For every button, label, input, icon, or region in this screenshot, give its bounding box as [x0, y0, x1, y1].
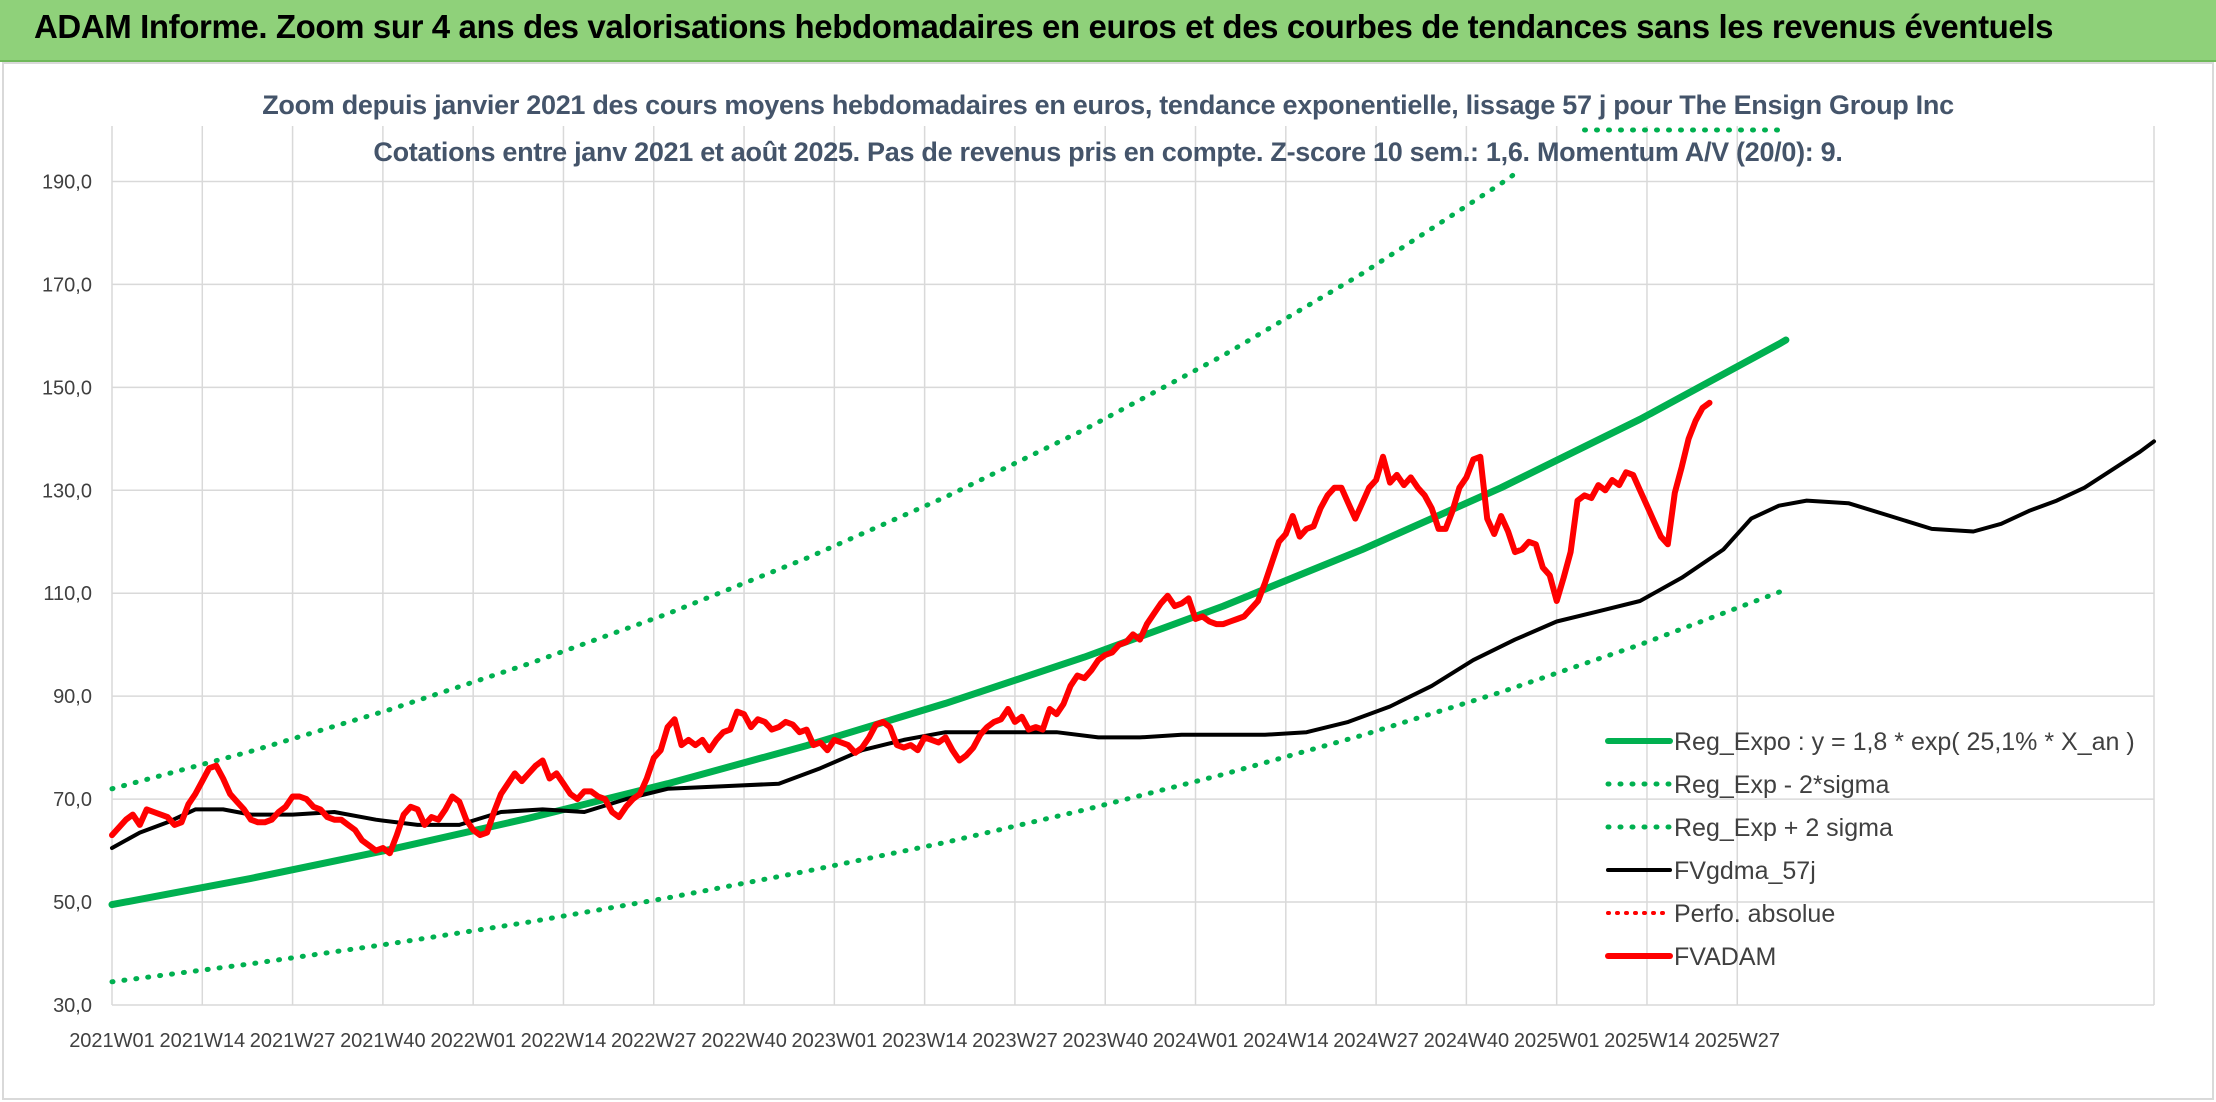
chart-legend: Reg_Expo : y = 1,8 * exp( 25,1% * X_an )…	[1605, 728, 2135, 971]
header-banner: ADAM Informe. Zoom sur 4 ans des valoris…	[0, 0, 2216, 62]
y-tick-label: 130,0	[42, 480, 92, 502]
y-tick-label: 170,0	[42, 274, 92, 296]
x-tick-label: 2021W27	[250, 1030, 336, 1052]
y-tick-label: 50,0	[53, 892, 92, 914]
legend-label: Reg_Exp - 2*sigma	[1674, 771, 1889, 799]
x-tick-label: 2024W27	[1333, 1030, 1419, 1052]
x-tick-label: 2023W40	[1062, 1030, 1148, 1052]
x-tick-label: 2023W01	[792, 1030, 878, 1052]
x-tick-label: 2024W40	[1424, 1030, 1510, 1052]
y-tick-label: 30,0	[53, 995, 92, 1017]
chart-grid	[111, 126, 2155, 1006]
x-tick-label: 2022W01	[430, 1030, 516, 1052]
x-tick-label: 2021W01	[69, 1030, 155, 1052]
x-tick-label: 2023W27	[972, 1030, 1058, 1052]
x-tick-label: 2025W01	[1514, 1030, 1600, 1052]
x-tick-label: 2021W40	[340, 1030, 426, 1052]
series-fvadam	[109, 399, 1713, 857]
chart-title: Zoom depuis janvier 2021 des cours moyen…	[262, 90, 1954, 120]
legend-label: Perfo. absolue	[1674, 900, 1835, 928]
x-tick-label: 2023W14	[882, 1030, 968, 1052]
legend-label: FVgdma_57j	[1674, 857, 1816, 885]
series-reg-exp-plus-2sigma	[109, 171, 1518, 792]
chart-frame	[2, 62, 2214, 1100]
chart-subtitle: Cotations entre janv 2021 et août 2025. …	[373, 137, 1843, 167]
x-tick-label: 2022W27	[611, 1030, 697, 1052]
page-title: ADAM Informe. Zoom sur 4 ans des valoris…	[34, 8, 2054, 45]
series-reg-expo	[108, 336, 1790, 909]
y-axis-ticks: 30,0 50,0 70,0 90,0 110,0 130,0 150,0 170,0 190,…	[42, 171, 92, 1017]
series-reg-exp-minus-2sigma	[109, 587, 1789, 985]
x-tick-label: 2025W14	[1604, 1030, 1690, 1052]
y-tick-label: 110,0	[43, 583, 92, 605]
x-tick-label: 2022W40	[701, 1030, 787, 1052]
chart-series	[108, 127, 2156, 985]
y-tick-label: 190,0	[42, 171, 92, 193]
series-fvgdma-57j	[110, 439, 2156, 850]
y-tick-label: 70,0	[53, 789, 92, 811]
x-tick-label: 2021W14	[159, 1030, 245, 1052]
legend-label: Reg_Expo : y = 1,8 * exp( 25,1% * X_an )	[1674, 728, 2135, 756]
x-tick-label: 2022W14	[521, 1030, 607, 1052]
legend-label: Reg_Exp + 2 sigma	[1674, 814, 1893, 842]
x-tick-label: 2024W14	[1243, 1030, 1329, 1052]
y-tick-label: 90,0	[53, 686, 92, 708]
x-axis-ticks: 2021W01 2021W14 2021W27 2021W40 2022W01 2022W…	[69, 1030, 1780, 1052]
x-tick-label: 2025W27	[1694, 1030, 1780, 1052]
x-tick-label: 2024W01	[1153, 1030, 1239, 1052]
legend-label: FVADAM	[1674, 943, 1776, 971]
y-tick-label: 150,0	[42, 377, 92, 399]
